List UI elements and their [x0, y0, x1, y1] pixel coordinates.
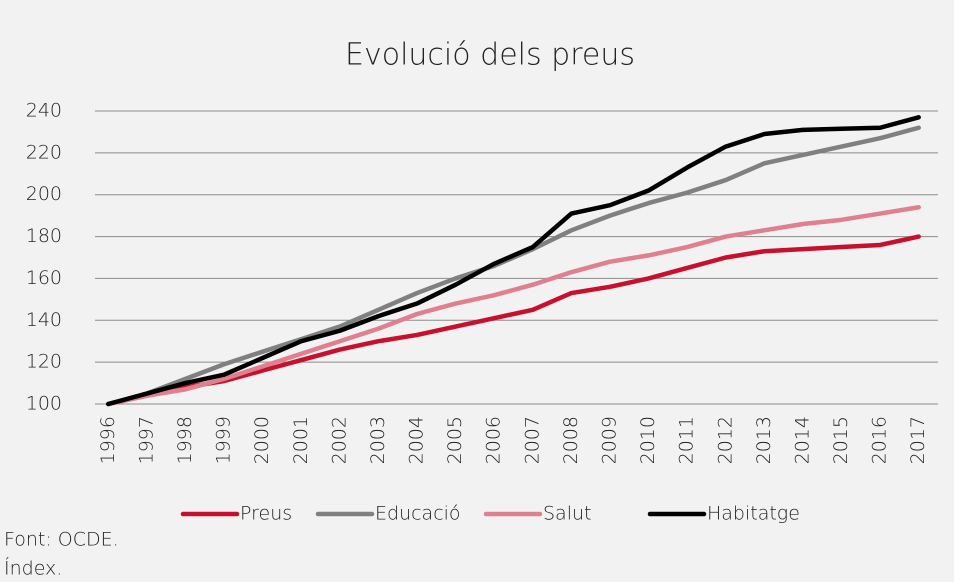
- y-tick-label: 140: [26, 309, 62, 331]
- x-tick-label: 1996: [97, 416, 119, 464]
- x-tick-label: 1999: [213, 416, 235, 464]
- x-tick-label: 2011: [676, 416, 698, 464]
- x-tick-label: 2001: [290, 416, 312, 464]
- series-line: [106, 205, 921, 407]
- x-tick-label: 2013: [753, 416, 775, 464]
- legend-label: Educació: [375, 503, 461, 525]
- y-tick-label: 220: [26, 141, 62, 163]
- x-tick-label: 2003: [367, 416, 389, 464]
- x-tick-label: 2000: [251, 416, 273, 464]
- x-tick-label: 2012: [714, 416, 736, 464]
- legend-label: Habitatge: [707, 503, 800, 525]
- x-tick-label: 2009: [598, 416, 620, 464]
- source-note: Font: OCDE.: [4, 529, 119, 551]
- x-tick-label: 2014: [791, 416, 813, 464]
- x-tick-label: 2017: [907, 416, 929, 464]
- chart-title: Evolució dels preus: [345, 38, 635, 73]
- x-tick-label: 2007: [521, 416, 543, 464]
- legend-label: Salut: [543, 503, 591, 525]
- y-tick-label: 240: [26, 100, 62, 122]
- x-tick-label: 2010: [637, 416, 659, 464]
- y-tick-label: 160: [26, 267, 62, 289]
- x-tick-label: 2015: [830, 416, 852, 464]
- x-tick-label: 1998: [174, 416, 196, 464]
- x-tick-label: 1997: [135, 416, 157, 464]
- y-tick-label: 120: [26, 351, 62, 373]
- x-tick-label: 2005: [444, 416, 466, 464]
- y-tick-label: 180: [26, 225, 62, 247]
- series-line: [106, 115, 921, 407]
- x-tick-label: 2002: [328, 416, 350, 464]
- unit-note: Índex.: [4, 557, 62, 580]
- x-tick-label: 2004: [406, 416, 428, 464]
- y-tick-label: 100: [26, 393, 62, 415]
- x-tick-label: 2006: [483, 416, 505, 464]
- series-line: [106, 234, 921, 407]
- x-tick-label: 2016: [869, 416, 891, 464]
- y-tick-label: 200: [26, 183, 62, 205]
- legend-label: Preus: [240, 503, 292, 525]
- x-tick-label: 2008: [560, 416, 582, 464]
